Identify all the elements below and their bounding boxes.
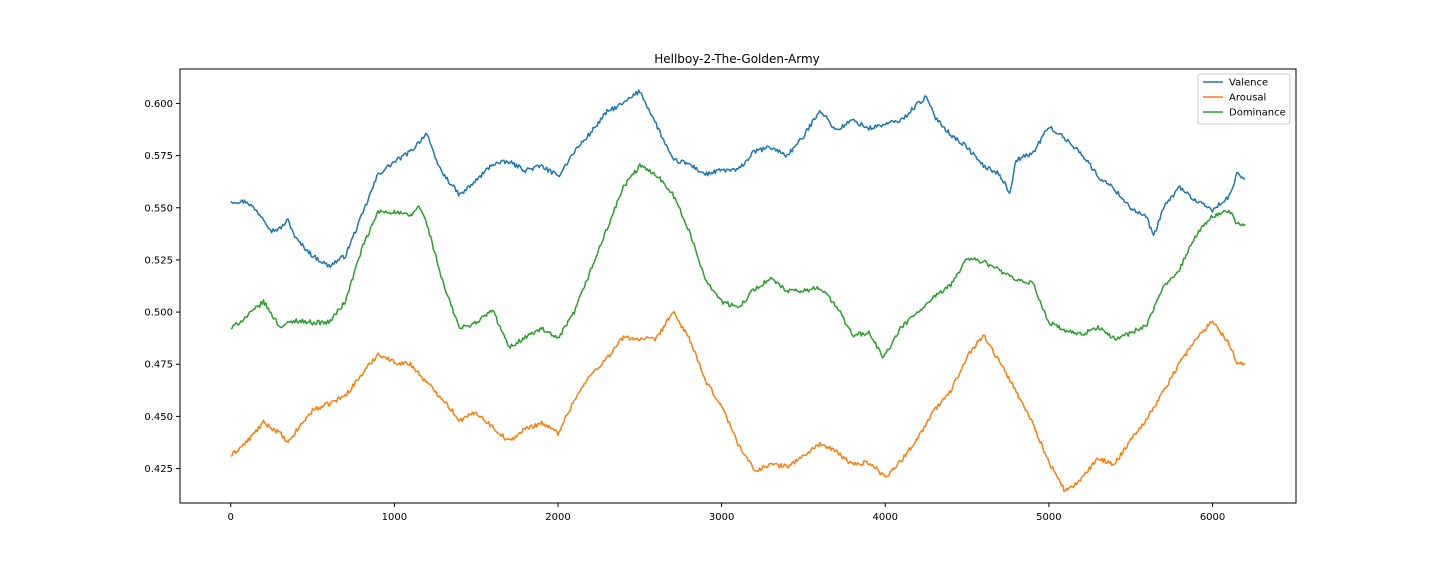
y-tick-label: 0.525 [144, 255, 173, 266]
y-axis-ticks: 0.425 0.450 0.475 0.500 0.525 0.550 0.575 0.600 [144, 99, 180, 475]
legend-label: Dominance [1229, 108, 1286, 119]
plot-frame [179, 68, 1297, 504]
series-line-valence [230, 89, 1246, 269]
x-tick-label: 4000 [873, 512, 898, 523]
x-tick-label: 0 [228, 512, 234, 523]
y-tick-label: 0.575 [144, 151, 173, 162]
legend: Valence Arousal Dominance [1197, 73, 1291, 125]
y-tick-label: 0.600 [144, 99, 173, 110]
series-line-dominance [230, 163, 1246, 359]
x-axis-ticks: 0 1000 2000 3000 4000 5000 6000 [228, 503, 1225, 523]
x-tick-label: 3000 [709, 512, 734, 523]
x-tick-label: 1000 [382, 512, 407, 523]
x-tick-label: 2000 [545, 512, 570, 523]
x-tick-label: 5000 [1036, 512, 1061, 523]
x-tick-label: 6000 [1200, 512, 1225, 523]
y-tick-label: 0.500 [144, 308, 173, 319]
y-tick-label: 0.475 [144, 360, 173, 371]
y-tick-label: 0.450 [144, 412, 173, 423]
y-tick-label: 0.425 [144, 464, 173, 475]
y-tick-label: 0.550 [144, 203, 173, 214]
legend-label: Valence [1229, 78, 1268, 89]
legend-label: Arousal [1229, 93, 1266, 104]
series-layer [230, 89, 1246, 493]
chart-title: Hellboy-2-The-Golden-Army [654, 52, 820, 66]
series-line-arousal [230, 311, 1246, 493]
